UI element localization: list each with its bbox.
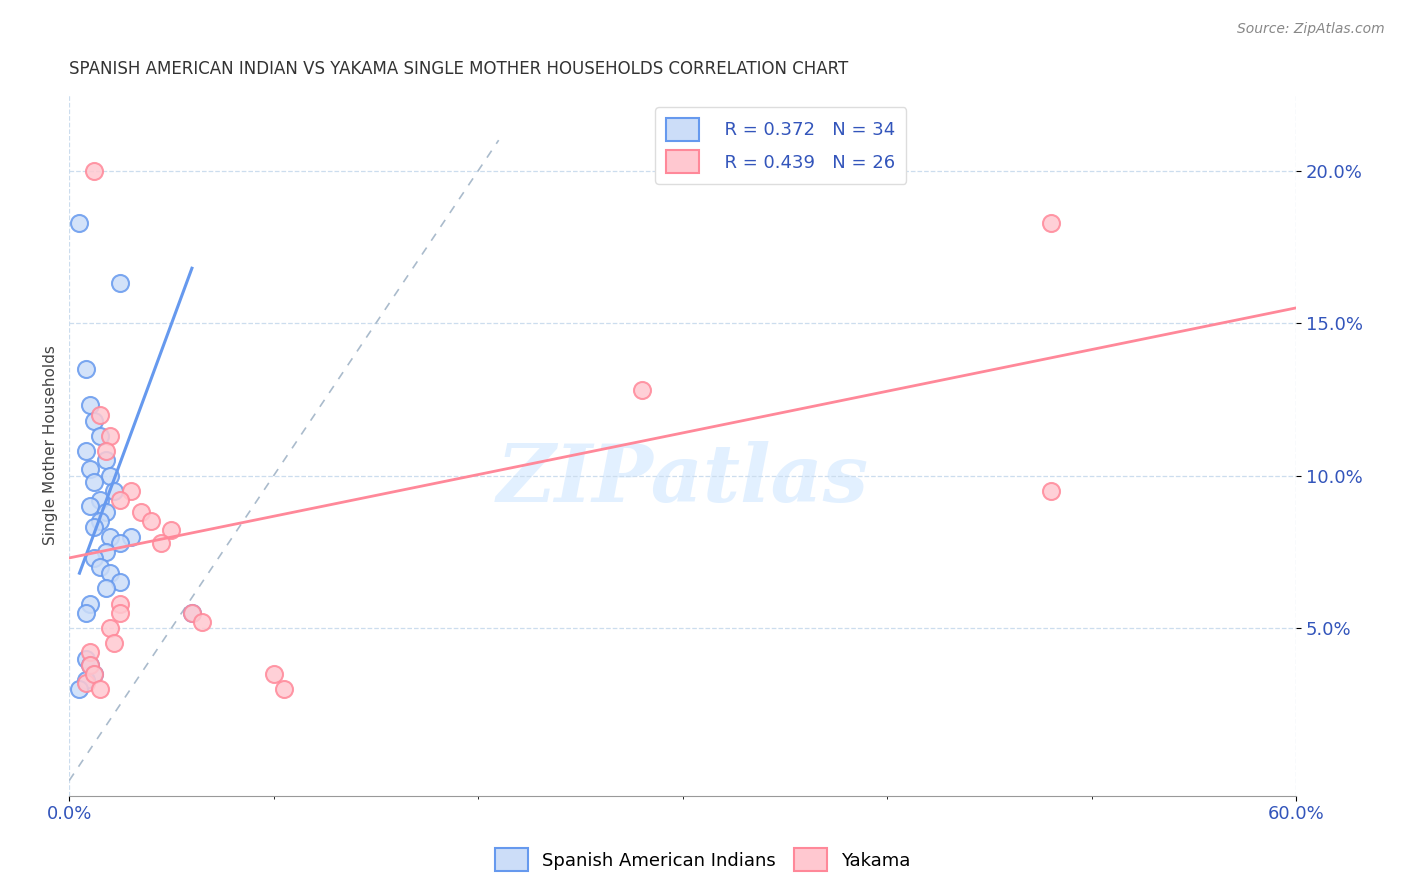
Point xyxy=(79,657,101,672)
Point xyxy=(89,681,111,696)
Point xyxy=(89,408,111,422)
Point xyxy=(83,520,105,534)
Point xyxy=(120,530,142,544)
Point xyxy=(1039,483,1062,498)
Point xyxy=(110,277,132,291)
Point xyxy=(98,530,121,544)
Point xyxy=(110,606,132,620)
Point xyxy=(75,362,97,376)
Point xyxy=(94,444,117,458)
Point xyxy=(83,666,105,681)
Point xyxy=(94,505,117,519)
Point xyxy=(120,483,142,498)
Point xyxy=(139,514,162,528)
Point xyxy=(75,651,97,665)
Point xyxy=(89,493,111,508)
Point xyxy=(83,414,105,428)
Point xyxy=(89,429,111,443)
Y-axis label: Single Mother Households: Single Mother Households xyxy=(44,345,58,545)
Point xyxy=(69,215,91,229)
Legend: Spanish American Indians, Yakama: Spanish American Indians, Yakama xyxy=(488,841,918,879)
Legend:   R = 0.372   N = 34,   R = 0.439   N = 26: R = 0.372 N = 34, R = 0.439 N = 26 xyxy=(655,107,907,184)
Point xyxy=(1039,215,1062,229)
Point xyxy=(79,499,101,513)
Point xyxy=(83,666,105,681)
Point xyxy=(103,636,125,650)
Point xyxy=(129,505,152,519)
Point xyxy=(110,493,132,508)
Point xyxy=(103,483,125,498)
Point xyxy=(79,597,101,611)
Text: Source: ZipAtlas.com: Source: ZipAtlas.com xyxy=(1237,22,1385,37)
Point xyxy=(69,681,91,696)
Point xyxy=(75,676,97,690)
Point xyxy=(160,524,183,538)
Point xyxy=(75,606,97,620)
Point xyxy=(79,645,101,659)
Text: ZIPatlas: ZIPatlas xyxy=(496,442,869,519)
Point xyxy=(89,560,111,574)
Point xyxy=(75,444,97,458)
Point xyxy=(181,606,204,620)
Point xyxy=(150,535,173,549)
Point xyxy=(75,673,97,687)
Point xyxy=(110,575,132,590)
Point xyxy=(630,383,652,397)
Point xyxy=(110,535,132,549)
Point xyxy=(89,514,111,528)
Point xyxy=(181,606,204,620)
Point xyxy=(94,582,117,596)
Point xyxy=(79,462,101,476)
Point xyxy=(98,566,121,581)
Point xyxy=(263,666,285,681)
Point xyxy=(98,621,121,635)
Text: SPANISH AMERICAN INDIAN VS YAKAMA SINGLE MOTHER HOUSEHOLDS CORRELATION CHART: SPANISH AMERICAN INDIAN VS YAKAMA SINGLE… xyxy=(69,60,848,78)
Point xyxy=(191,615,214,629)
Point xyxy=(98,429,121,443)
Point xyxy=(98,468,121,483)
Point xyxy=(94,545,117,559)
Point xyxy=(83,550,105,565)
Point xyxy=(79,399,101,413)
Point xyxy=(94,453,117,467)
Point xyxy=(83,475,105,489)
Point xyxy=(79,657,101,672)
Point xyxy=(110,597,132,611)
Point xyxy=(273,681,295,696)
Point xyxy=(83,163,105,178)
